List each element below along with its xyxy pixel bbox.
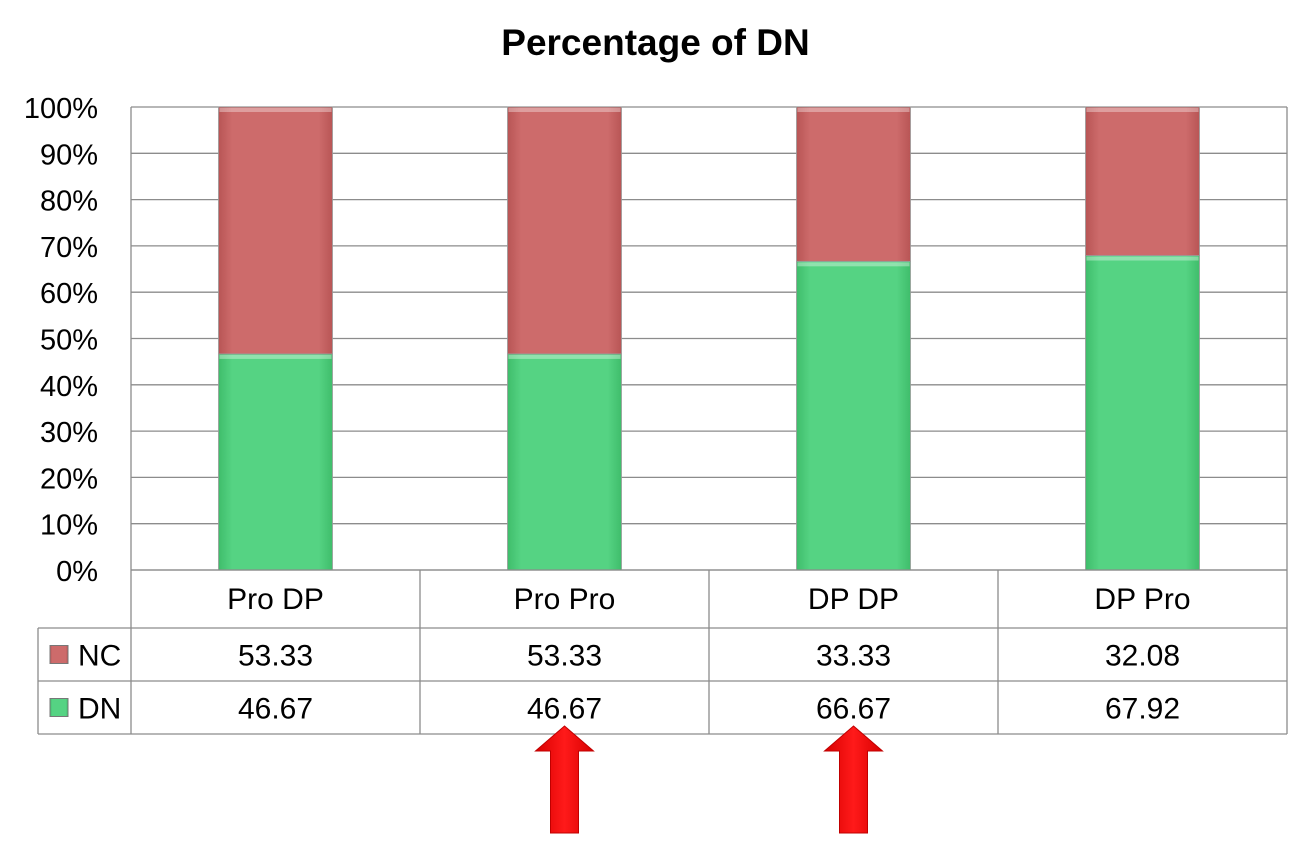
y-tick-label: 20% — [40, 463, 98, 495]
bar-highlight — [1086, 108, 1199, 112]
bar-dn — [796, 260, 911, 571]
bar-nc — [507, 106, 622, 355]
y-tick-label: 0% — [56, 556, 98, 588]
table-cell-value: 46.67 — [527, 693, 602, 726]
y-tick-label: 30% — [40, 417, 98, 449]
category-label: Pro Pro — [514, 583, 616, 616]
table-cell-value: 53.33 — [238, 640, 313, 673]
bar-nc — [796, 106, 911, 262]
y-tick-label: 40% — [40, 371, 98, 403]
legend-label: DN — [78, 693, 121, 726]
y-tick-label: 100% — [24, 93, 98, 125]
bar-highlight — [508, 354, 621, 359]
bar-nc — [1085, 106, 1200, 256]
category-label: Pro DP — [227, 583, 324, 616]
legend-label: NC — [78, 640, 121, 673]
bar-highlight — [797, 108, 910, 112]
table-cell-value: 66.67 — [816, 693, 891, 726]
legend-key-nc — [49, 645, 69, 664]
table-cell-value: 53.33 — [527, 640, 602, 673]
y-tick-label: 60% — [40, 278, 98, 310]
bar-highlight — [219, 108, 332, 112]
bar-dn — [218, 353, 333, 571]
table-cell-value: 67.92 — [1105, 693, 1180, 726]
red-arrow-icon — [534, 725, 595, 834]
red-arrow-icon — [823, 725, 884, 834]
legend-key-dn — [49, 698, 69, 717]
bar-highlight — [797, 262, 910, 267]
chart-title: Percentage of DN — [501, 22, 810, 63]
y-tick-label: 10% — [40, 510, 98, 542]
table-cell-value: 32.08 — [1105, 640, 1180, 673]
bar-dn — [507, 353, 622, 571]
y-tick-label: 70% — [40, 232, 98, 264]
table-cell-value: 33.33 — [816, 640, 891, 673]
y-tick-label: 90% — [40, 139, 98, 171]
category-label: DP Pro — [1094, 583, 1190, 616]
bar-nc — [218, 106, 333, 355]
bar-dn — [1085, 255, 1200, 571]
category-label: DP DP — [808, 583, 899, 616]
bar-highlight — [1086, 256, 1199, 261]
y-tick-label: 80% — [40, 186, 98, 218]
y-tick-label: 50% — [40, 325, 98, 357]
bar-highlight — [219, 354, 332, 359]
table-cell-value: 46.67 — [238, 693, 313, 726]
bar-highlight — [508, 108, 621, 112]
